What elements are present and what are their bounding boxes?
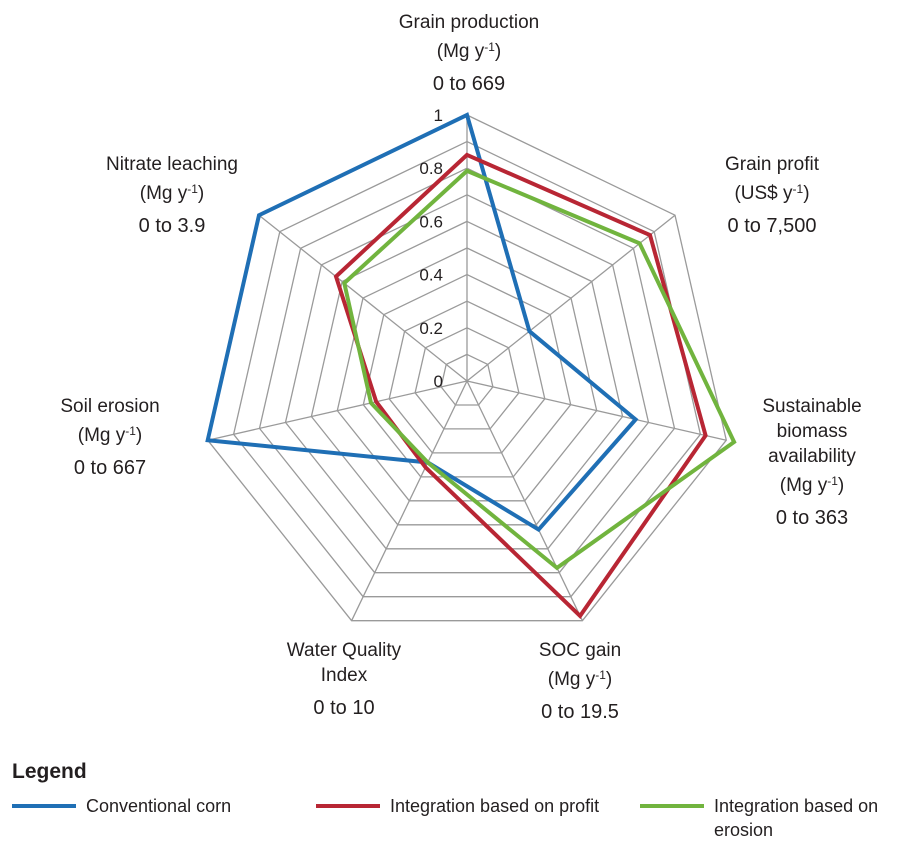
legend-swatch [316, 804, 380, 808]
axis-name: SOC gain [538, 640, 622, 661]
tick-label: 0.6 [419, 212, 443, 231]
grid-spoke [258, 214, 468, 382]
grid-ring [232, 140, 702, 598]
legend-label: Integration based on profit [390, 796, 600, 816]
grid-ring [362, 273, 572, 478]
grid-spoke [351, 380, 468, 621]
axis-name: Soil erosion [60, 396, 160, 417]
legend-title: Legend [12, 760, 87, 783]
axis-range: 0 to 3.9 [138, 215, 206, 237]
tick-label: 0.4 [419, 266, 443, 285]
axis-name: Nitrate leaching [105, 154, 239, 175]
legend-item-integration-based-on-profit: Integration based on profit [316, 794, 600, 818]
legend-label: Conventional corn [86, 796, 232, 816]
axis-label-grain-profit: Grain profit (US$ y-1) 0 to 7,500 [672, 152, 872, 239]
radial-tick-labels: 0 0.2 0.4 0.6 0.8 1 [419, 106, 443, 391]
axis-label-water-quality-index: Water Quality Index 0 to 10 [244, 638, 444, 721]
axis-name: Water Quality Index [286, 640, 402, 686]
series-line-integration-based-on-erosion [342, 168, 737, 571]
legend-swatch [640, 804, 704, 808]
axis-range: 0 to 19.5 [541, 701, 619, 723]
grid-spoke [466, 380, 583, 621]
axis-unit: (Mg y-1) [547, 668, 613, 690]
legend-swatch [12, 804, 76, 808]
grid-ring [284, 194, 650, 550]
axis-range: 0 to 7,500 [727, 215, 817, 237]
series-line-conventional-corn [205, 112, 639, 533]
grid-ring [440, 353, 494, 406]
axis-unit: (Mg y-1) [139, 182, 205, 204]
grid-ring [258, 167, 676, 574]
grid-ring [414, 327, 520, 430]
radar-grid [206, 114, 728, 622]
axis-unit: (Mg y-1) [77, 424, 143, 446]
axis-label-sustainable-biomass-availability: Sustainable biomass availability (Mg y-1) 0 … [712, 394, 912, 531]
axis-name: Sustainable biomass availability [762, 396, 862, 467]
axis-unit: (US$ y-1) [734, 182, 810, 204]
grid-ring [310, 220, 624, 526]
series-line-integration-based-on-profit [333, 152, 708, 619]
axis-unit: (Mg y-1) [436, 40, 502, 62]
axis-name: Grain profit [725, 154, 819, 175]
legend-item-integration-based-on-erosion: Integration based on erosion [640, 794, 917, 842]
legend-label: Integration based on erosion [714, 796, 879, 840]
axis-range: 0 to 363 [775, 507, 849, 529]
radar-chart: 0 0.2 0.4 0.6 0.8 1 [205, 106, 737, 622]
tick-label: 0.8 [419, 159, 443, 178]
grid-spoke [207, 380, 468, 441]
axis-label-soc-gain: SOC gain (Mg y-1) 0 to 19.5 [480, 638, 680, 725]
tick-label: 1 [434, 106, 443, 125]
legend: Legend Conventional corn Integration base… [12, 760, 912, 840]
grid-spoke [466, 380, 727, 441]
radar-series [205, 112, 737, 619]
axis-unit: (Mg y-1) [779, 474, 845, 496]
grid-spoke [466, 214, 676, 382]
tick-label: 0 [434, 372, 443, 391]
tick-label: 0.2 [419, 319, 443, 338]
legend-item-conventional-corn: Conventional corn [12, 794, 296, 818]
grid-ring [388, 300, 546, 454]
axis-range: 0 to 667 [73, 457, 147, 479]
axis-range: 0 to 10 [313, 697, 375, 719]
axis-name: Grain production [398, 12, 540, 33]
grid-ring [336, 247, 598, 502]
axis-range: 0 to 669 [432, 73, 506, 95]
axis-label-soil-erosion: Soil erosion (Mg y-1) 0 to 667 [10, 394, 210, 481]
axis-label-nitrate-leaching: Nitrate leaching (Mg y-1) 0 to 3.9 [72, 152, 272, 239]
axis-label-grain-production: Grain production (Mg y-1) 0 to 669 [369, 10, 569, 97]
